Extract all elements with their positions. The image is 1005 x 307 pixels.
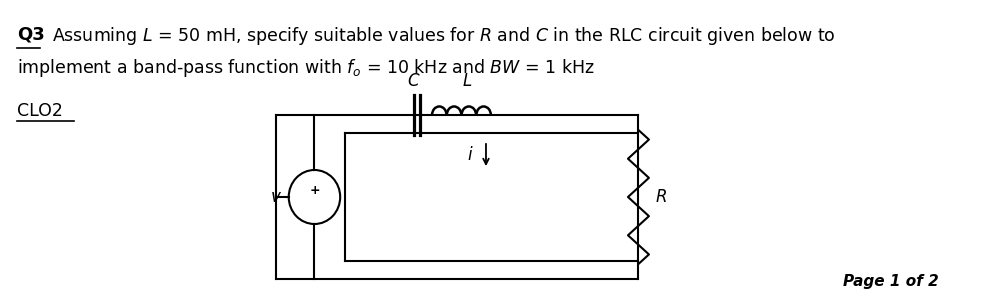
Text: Page 1 of 2: Page 1 of 2 <box>843 274 939 289</box>
Text: $v$: $v$ <box>270 188 282 206</box>
Text: Assuming $L$ = 50 mH, specify suitable values for $R$ and $C$ in the RLC circuit: Assuming $L$ = 50 mH, specify suitable v… <box>52 25 836 47</box>
Text: +: + <box>310 184 320 196</box>
Text: CLO2: CLO2 <box>17 102 63 120</box>
Text: $i$: $i$ <box>466 146 473 164</box>
Text: implement a band-pass function with $f_o$ = 10 kHz and $BW$ = 1 kHz: implement a band-pass function with $f_o… <box>17 57 595 79</box>
Text: $R$: $R$ <box>654 188 666 206</box>
Text: Q3: Q3 <box>17 25 45 43</box>
Text: $C$: $C$ <box>407 72 420 90</box>
Text: $L$: $L$ <box>462 72 472 90</box>
